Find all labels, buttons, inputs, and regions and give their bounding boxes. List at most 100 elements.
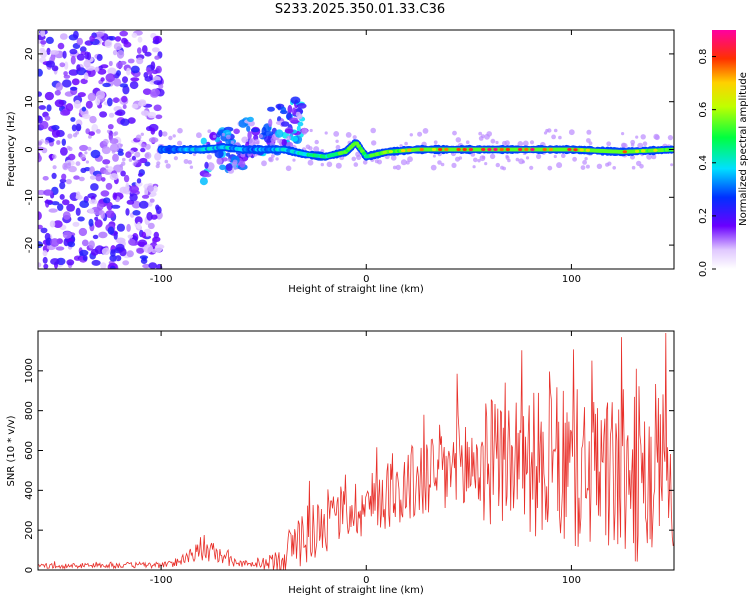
spectrogram-blob <box>67 241 76 248</box>
spectrogram-blob <box>132 210 141 216</box>
spectrogram-halo <box>116 143 123 149</box>
spectrogram-halo <box>268 156 274 163</box>
spectrogram-halo <box>478 136 484 141</box>
spectrogram-halo <box>637 142 644 149</box>
spectrogram-blob <box>57 203 64 211</box>
spectrogram-halo <box>75 161 81 167</box>
spectrogram-halo <box>399 144 403 148</box>
trace-peak <box>505 148 510 151</box>
spectrogram-blob <box>90 149 101 159</box>
spectrogram-blob <box>108 36 116 41</box>
spectrogram-blob <box>275 129 284 138</box>
spectrogram-halo <box>285 165 292 172</box>
spectrogram-halo <box>351 156 357 162</box>
colorbar-tick-label: 0.4 <box>698 155 709 171</box>
trace-peak <box>634 149 640 153</box>
spectrogram-blob <box>125 182 130 192</box>
spectrogram-halo <box>162 131 168 137</box>
y-tick-label: -20 <box>24 237 35 253</box>
trace-peak <box>487 148 492 151</box>
spectrogram-blob <box>95 173 103 182</box>
spectrogram-halo <box>522 140 529 147</box>
spectrogram-halo <box>177 127 183 134</box>
spectrogram-blob <box>94 219 103 228</box>
spectrogram-halo <box>156 161 161 166</box>
spectrogram-blob <box>66 203 75 212</box>
spectrogram-halo <box>422 127 429 134</box>
spectrogram-blob <box>154 152 162 161</box>
spectrogram-blob <box>292 107 297 116</box>
spectrogram-halo <box>168 135 173 141</box>
spectrogram-blob <box>38 262 42 268</box>
spectrogram-halo <box>134 151 141 158</box>
spectrogram-blob <box>285 141 294 148</box>
spectrogram-halo <box>258 134 263 139</box>
spectrogram-halo <box>536 153 542 160</box>
spectrogram-blob <box>154 55 160 60</box>
spectrogram-blob <box>96 54 103 61</box>
spectrogram-blob <box>214 149 224 159</box>
spectrogram-blob <box>246 116 254 123</box>
spectrogram-blob <box>89 115 97 124</box>
spectrogram-blob <box>68 153 76 161</box>
spectrogram-blob <box>62 50 67 59</box>
spectrogram-blob <box>130 77 140 82</box>
spectrogram-blob <box>131 155 136 161</box>
spectrogram-blob <box>152 69 158 75</box>
spectrogram-blob <box>116 223 125 232</box>
spectrogram-blob <box>295 111 301 117</box>
spectrogram-halo <box>653 133 660 140</box>
spectrogram-blob <box>60 147 68 156</box>
spectrogram-blob <box>101 247 110 256</box>
spectrogram-halo <box>646 153 652 160</box>
spectrogram-blob <box>116 61 123 69</box>
spectrogram-halo <box>102 138 109 145</box>
spectrogram-blob <box>70 117 76 122</box>
spectrogram-blob <box>46 104 52 112</box>
spectrogram-halo <box>324 131 328 135</box>
spectrogram-blob <box>49 50 60 55</box>
spectrogram-blob <box>144 51 152 57</box>
spectrogram-blob <box>126 67 131 76</box>
spectrogram-halo <box>134 159 139 164</box>
spectrogram-halo <box>489 153 496 160</box>
spectrogram-halo <box>585 164 590 169</box>
spectrogram-blob <box>94 31 105 37</box>
spectrogram-halo <box>177 140 183 146</box>
spectrogram-blob <box>117 151 124 156</box>
spectrogram-blob <box>107 226 115 235</box>
spectrogram-blob <box>89 175 97 180</box>
spectrogram-blob <box>112 153 119 162</box>
spectrogram-halo <box>547 165 553 171</box>
spectrogram-halo <box>165 163 171 169</box>
spectrogram-blob <box>71 78 80 86</box>
spectrogram-blob <box>122 76 128 84</box>
spectrogram-halo <box>44 140 50 145</box>
spectrogram-blob <box>122 104 127 109</box>
spectrogram-blob <box>70 55 76 65</box>
spectrogram-halo <box>621 132 625 136</box>
spectrogram-blob <box>38 91 42 97</box>
spectrogram-blob <box>112 97 120 103</box>
spectrogram-blob <box>59 194 65 200</box>
spectrogram-halo <box>635 135 639 139</box>
spectrogram-halo <box>606 141 612 147</box>
spectrogram-blob <box>78 176 85 182</box>
trace-peak <box>499 148 504 151</box>
snr-y-axis-label: SNR (10 * v/v) <box>6 415 17 486</box>
colorbar-ticks: 0.0 0.2 0.4 0.6 0.8 <box>698 49 716 277</box>
spectrogram-blob <box>114 111 123 116</box>
spectrogram-blob <box>108 60 113 67</box>
spectrogram-x-axis-label: Height of straight line (km) <box>288 284 424 295</box>
spectrogram-blob <box>267 106 275 112</box>
spectrogram-blob <box>287 104 293 114</box>
spectrogram-halo <box>561 153 566 158</box>
spectrogram-halo <box>395 164 401 171</box>
spectrogram-blob <box>109 138 119 145</box>
spectrogram-blob <box>144 161 151 167</box>
spectrogram-blob <box>63 71 68 76</box>
trace-peak <box>579 148 584 152</box>
spectrogram-blob <box>121 95 128 103</box>
spectrogram-blob <box>241 136 249 144</box>
